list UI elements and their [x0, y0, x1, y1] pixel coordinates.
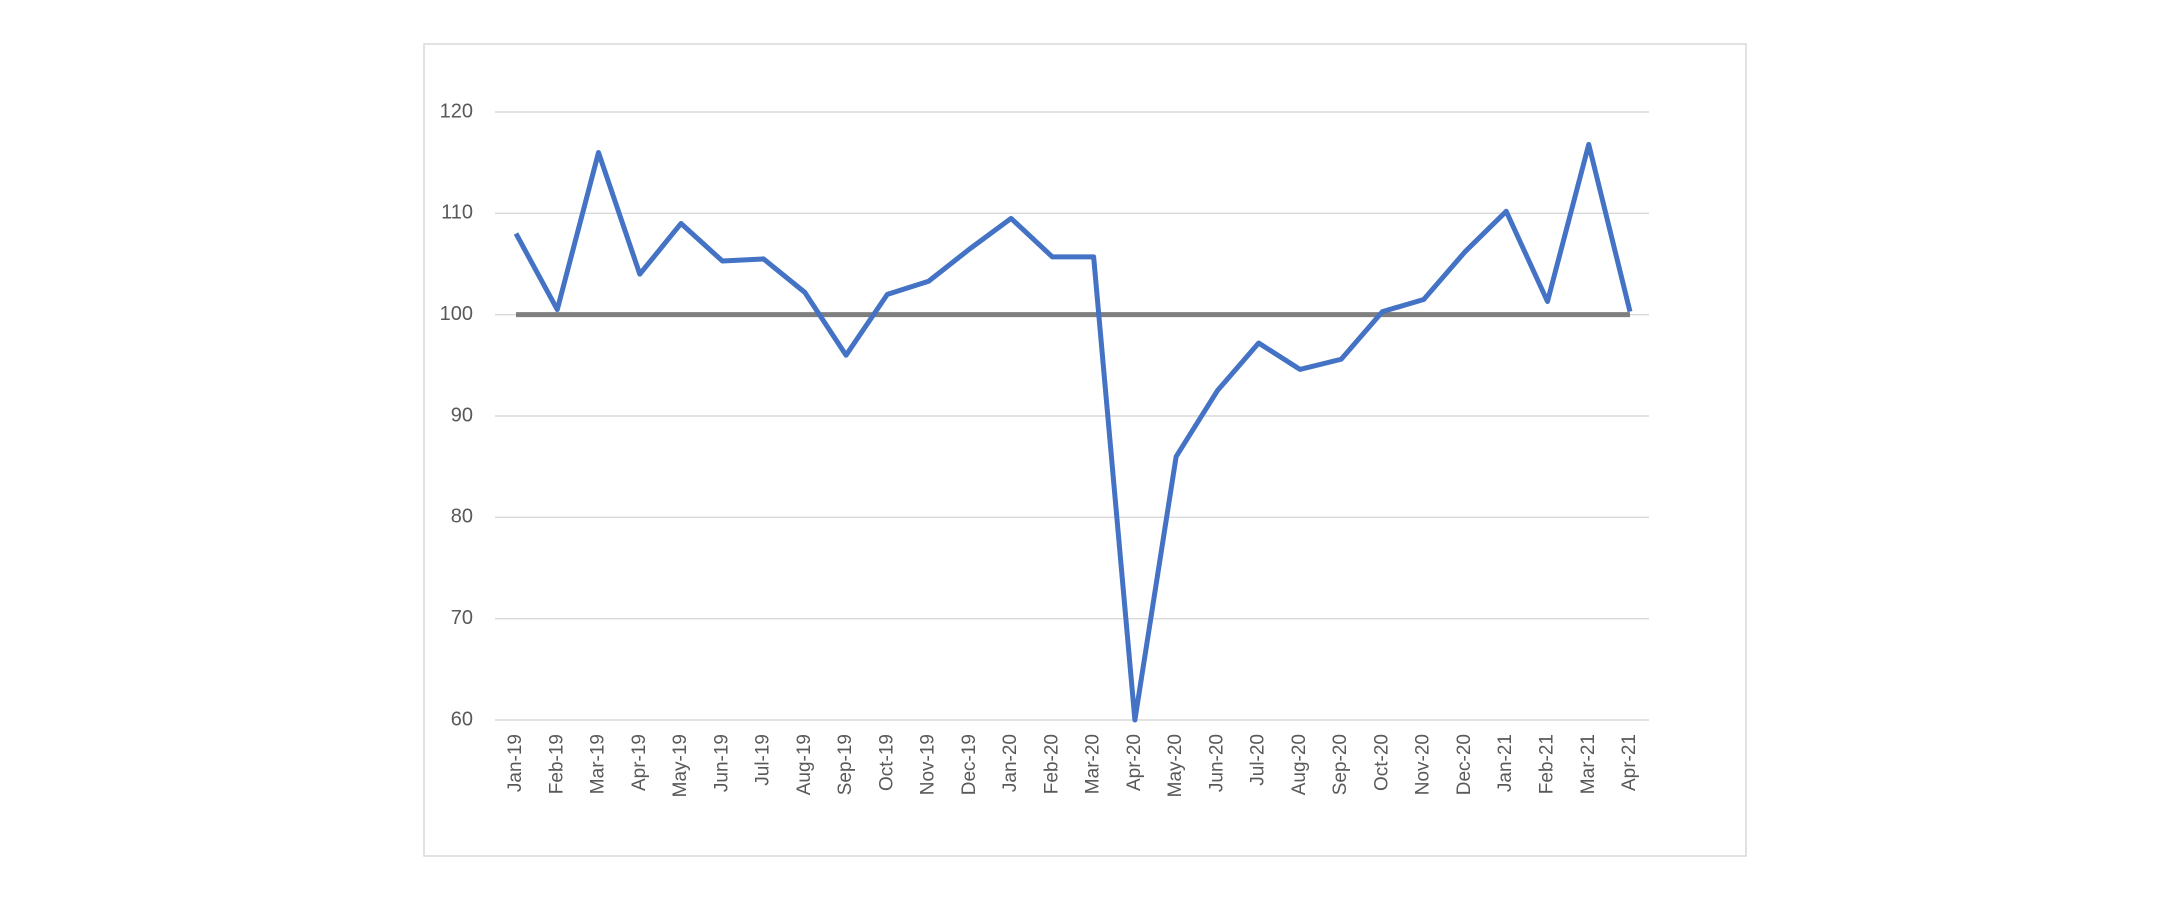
x-tick-label: Aug-19: [794, 734, 815, 795]
x-tick-label: Jan-20: [1000, 734, 1021, 792]
x-tick-label: Nov-20: [1413, 734, 1434, 795]
x-tick-label: Jan-19: [505, 734, 526, 792]
x-tick-label: Jul-20: [1248, 734, 1269, 786]
data-line: [513, 141, 1633, 723]
y-tick-label: 110: [441, 202, 473, 224]
x-tick-label: Dec-19: [959, 734, 980, 795]
x-tick-label: Sep-20: [1330, 734, 1351, 795]
x-tick-label: Feb-21: [1536, 734, 1557, 794]
x-tick-label: Feb-20: [1041, 734, 1062, 794]
x-tick-label: Apr-21: [1619, 734, 1640, 791]
x-tick-label: Mar-19: [588, 734, 609, 794]
x-tick-label: Jun-19: [711, 734, 732, 792]
x-tick-label: Feb-19: [546, 734, 567, 794]
x-tick-label: Apr-19: [629, 734, 650, 791]
x-tick-label: Aug-20: [1289, 734, 1310, 795]
x-tick-label: Mar-20: [1083, 734, 1104, 794]
x-tick-label: Apr-20: [1124, 734, 1145, 791]
y-tick-label: 80: [451, 506, 473, 528]
x-tick-label: Nov-19: [918, 734, 939, 795]
x-tick-label: May-20: [1165, 734, 1186, 797]
y-tick-label: 70: [451, 607, 473, 629]
x-tick-label: Jan-21: [1495, 734, 1516, 792]
x-tick-label: Dec-20: [1454, 734, 1475, 795]
y-tick-label: 60: [451, 708, 473, 730]
x-tick-label: Oct-20: [1371, 734, 1392, 791]
x-tick-label: Jun-20: [1206, 734, 1227, 792]
x-tick-label: Oct-19: [876, 734, 897, 791]
x-tick-label: Sep-19: [835, 734, 856, 795]
x-tick-label: Jul-19: [753, 734, 774, 786]
x-tick-label: May-19: [670, 734, 691, 797]
y-tick-label: 120: [440, 100, 473, 122]
x-tick-label: Mar-21: [1578, 734, 1599, 794]
y-tick-label: 90: [451, 404, 473, 426]
y-tick-label: 100: [440, 303, 473, 325]
